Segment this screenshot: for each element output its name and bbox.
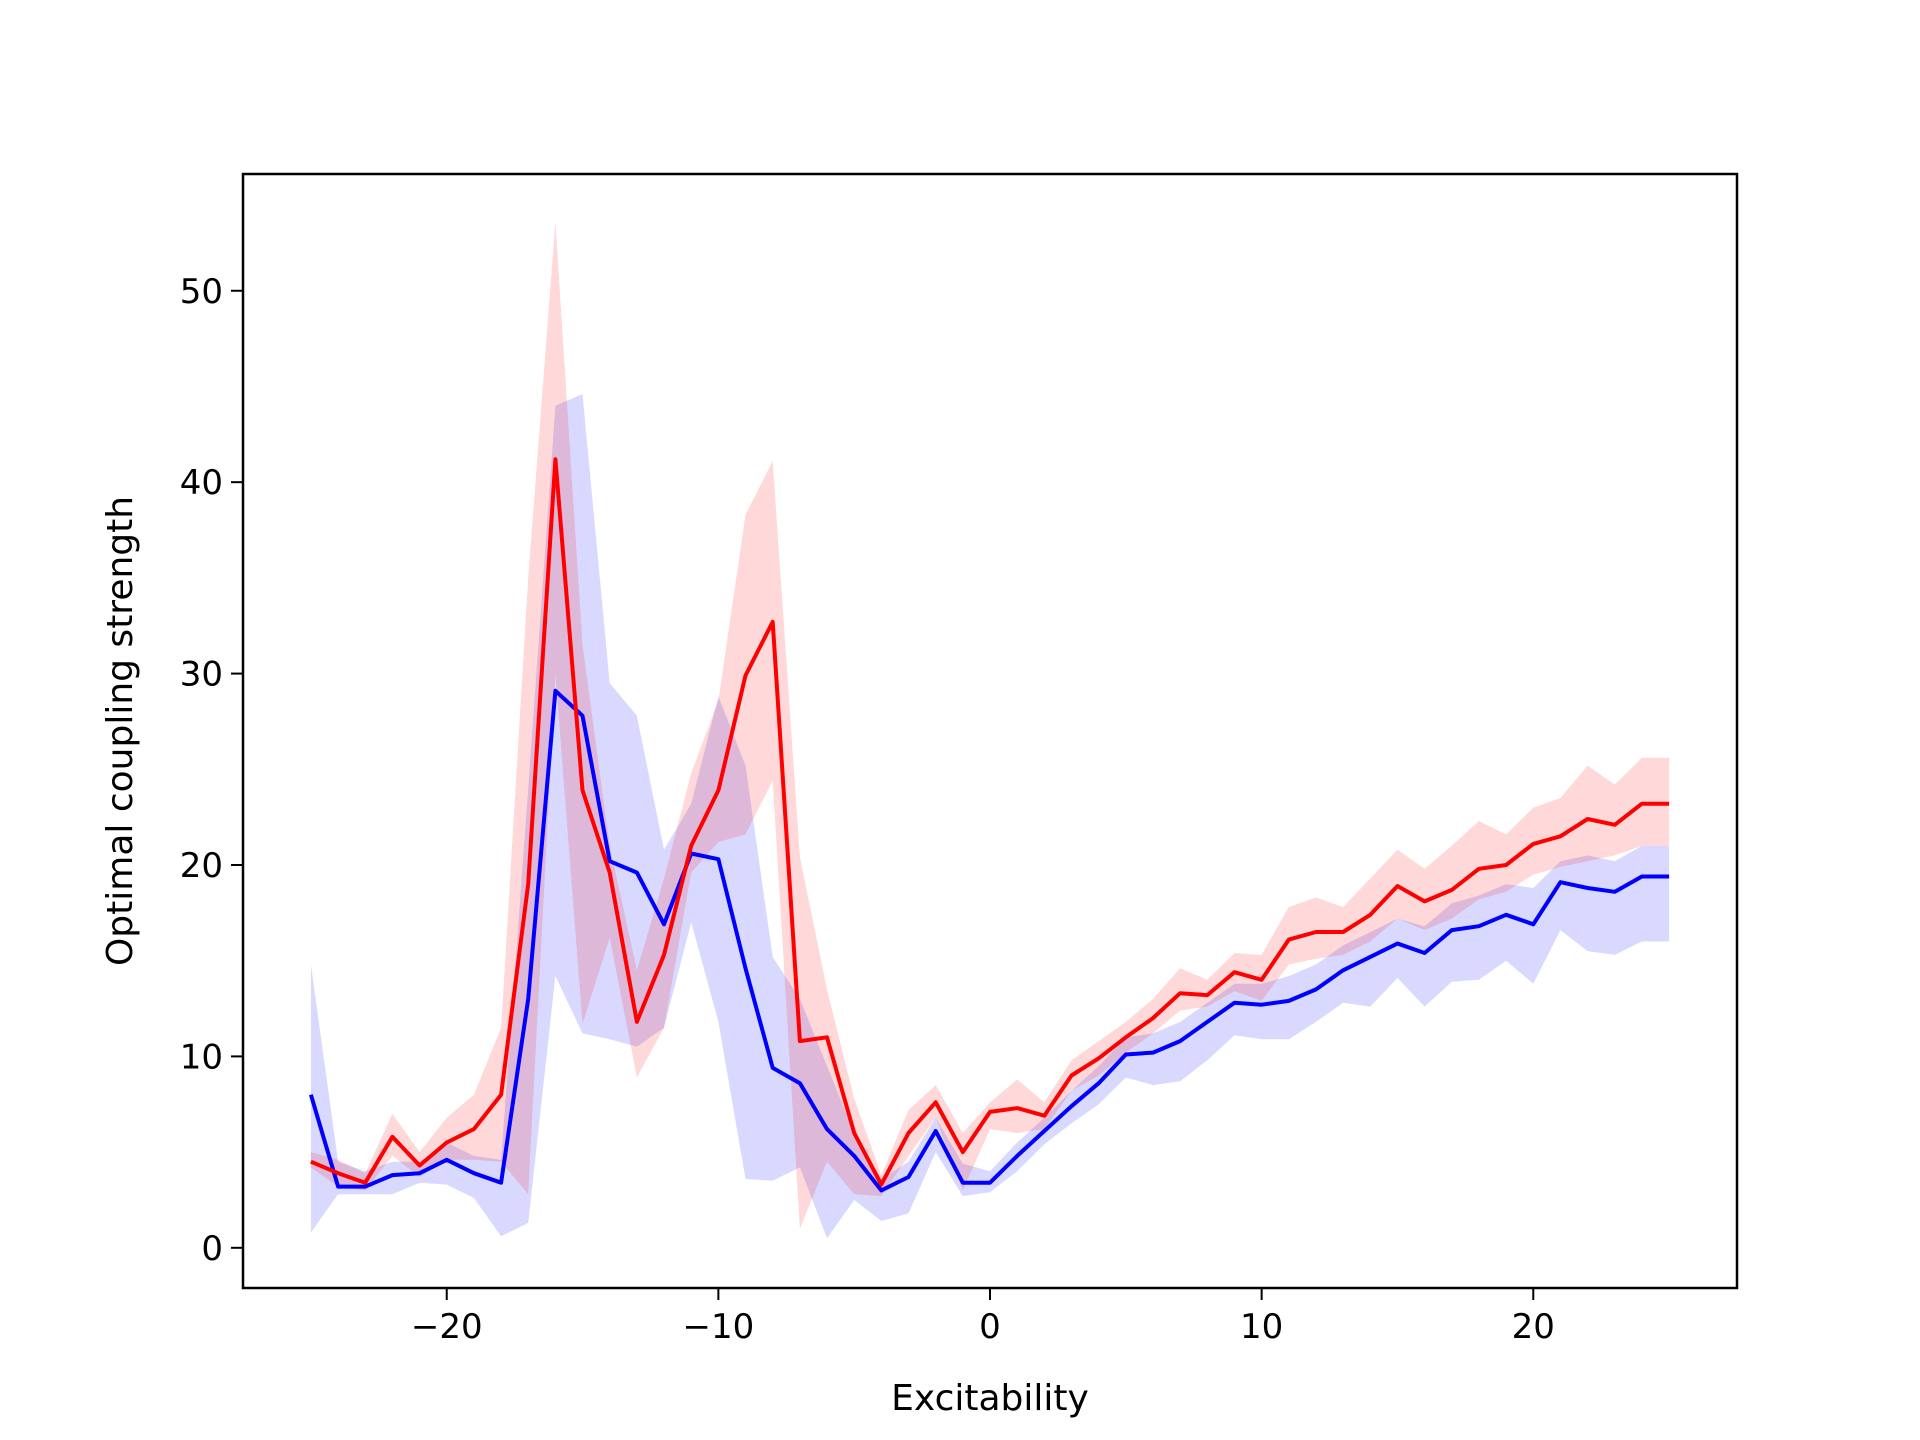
series-1-line <box>310 457 1670 1187</box>
x-axis-label: Excitability <box>891 1378 1089 1419</box>
x-tick-label: 0 <box>979 1307 1001 1347</box>
error-bands <box>310 221 1670 1239</box>
x-tick-label: −10 <box>682 1307 754 1347</box>
x-tick-label: −20 <box>411 1307 483 1347</box>
x-axis-ticks: −20 −10 0 10 20 <box>411 1288 1555 1347</box>
series-0-band <box>310 394 1670 1239</box>
y-axis-label: Optimal coupling strength <box>100 496 141 966</box>
y-tick-label: 0 <box>201 1229 223 1269</box>
series-0-line <box>308 688 1670 1193</box>
y-tick-label: 50 <box>180 272 223 312</box>
y-tick-label: 10 <box>180 1037 223 1077</box>
x-tick-label: 10 <box>1240 1307 1283 1347</box>
series-lines <box>308 457 1670 1193</box>
series-1-band <box>310 221 1670 1229</box>
y-tick-label: 20 <box>180 846 223 886</box>
y-tick-label: 40 <box>180 463 223 503</box>
x-tick-label: 20 <box>1512 1307 1555 1347</box>
y-axis-ticks: 0 10 20 30 40 50 <box>180 272 243 1269</box>
y-tick-label: 30 <box>180 655 223 695</box>
